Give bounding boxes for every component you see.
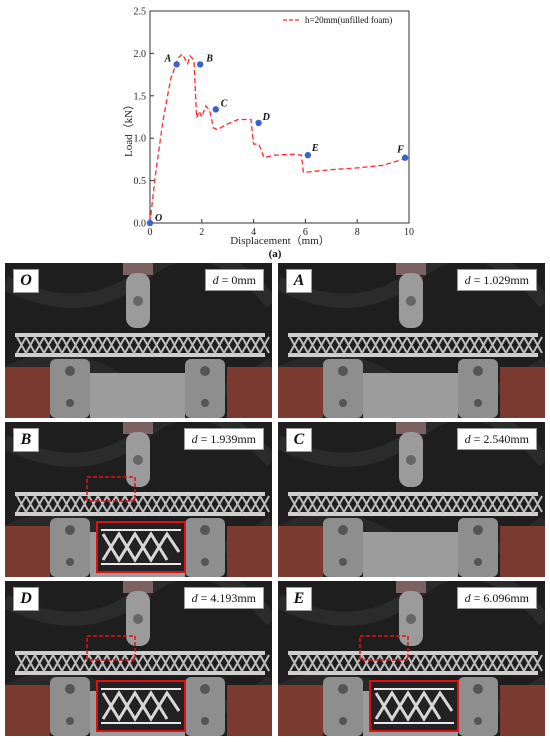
photo-panel-c: C d = 2.540mm: [278, 422, 545, 577]
test-photo: [5, 581, 272, 736]
x-tick-label: 6: [303, 227, 308, 238]
displacement-label: d = 2.540mm: [456, 428, 537, 450]
series-line: [149, 53, 406, 224]
test-photo: [278, 422, 545, 577]
x-axis-label: Displacement（mm）: [230, 234, 330, 247]
point-o-label: O: [155, 213, 162, 224]
x-tick-label: 4: [251, 227, 256, 238]
y-axis-label: Load（kN）: [122, 99, 135, 157]
panel-letter: D: [13, 587, 39, 611]
point-c-label: C: [221, 98, 228, 109]
test-photo: [5, 422, 272, 577]
figure-caption: (a): [268, 248, 282, 260]
y-tick-label: 0.5: [134, 176, 147, 187]
chart-points: O A B C D E F: [146, 53, 409, 227]
panel-letter: A: [286, 269, 312, 293]
displacement-label: d = 6.096mm: [456, 587, 537, 609]
displacement-label: d = 4.193mm: [183, 587, 264, 609]
photo-panel-e: E d = 6.096mm: [278, 581, 545, 736]
x-tick-label: 0: [148, 227, 153, 238]
point-a-marker: [173, 61, 180, 68]
displacement-label: d = 0mm: [204, 269, 264, 291]
panel-letter: E: [286, 587, 312, 611]
point-o-marker: [146, 219, 154, 227]
x-tick-label: 2: [199, 227, 204, 238]
test-photo: [278, 581, 545, 736]
x-tick-label: 8: [355, 227, 360, 238]
photo-panel-o: O d = 0mm: [5, 263, 272, 418]
displacement-label: d = 1.029mm: [456, 269, 537, 291]
y-tick-label: 2.5: [134, 7, 147, 18]
y-tick-label: 1.0: [134, 134, 147, 145]
panel-letter: C: [286, 428, 312, 452]
y-tick-label: 1.5: [134, 91, 147, 102]
point-d-marker: [255, 119, 262, 127]
chart-axes: [149, 10, 410, 224]
y-tick-label: 2.0: [134, 49, 147, 60]
test-photo: [278, 263, 545, 418]
point-b-marker: [197, 61, 204, 68]
photo-panel-d: D d = 4.193mm: [5, 581, 272, 736]
point-b-label: B: [205, 53, 213, 64]
chart-legend: h=20mm(unfilled foam): [283, 15, 392, 25]
x-tick-label: 10: [404, 227, 414, 238]
y-tick-label: 0.0: [134, 219, 147, 230]
legend-label: h=20mm(unfilled foam): [305, 15, 392, 25]
photo-panel-b: B d = 1.939mm: [5, 422, 272, 577]
test-photo: [5, 263, 272, 418]
point-e-label: E: [311, 143, 319, 154]
point-f-marker: [401, 154, 409, 161]
chart-svg: 0 2 4 6 8 10 0.0 0.5 1.0 1.5 2.0 2.5 O A B C D E F h=20mm…: [122, 7, 415, 248]
plot-frame: [149, 10, 410, 224]
point-f-label: F: [396, 145, 404, 156]
point-a-label: A: [164, 53, 172, 64]
panel-letter: B: [13, 428, 39, 452]
load-displacement-chart: 0 2 4 6 8 10 0.0 0.5 1.0 1.5 2.0 2.5 O A B C D E F h=20mm…: [0, 0, 550, 262]
point-c-marker: [212, 106, 219, 113]
photo-panel-a: A d = 1.029mm: [278, 263, 545, 418]
point-e-marker: [304, 151, 312, 159]
panel-letter: O: [13, 269, 39, 293]
point-d-label: D: [262, 112, 270, 123]
chart-ticks: 0 2 4 6 8 10 0.0 0.5 1.0 1.5 2.0 2.5: [134, 7, 415, 239]
displacement-label: d = 1.939mm: [183, 428, 264, 450]
